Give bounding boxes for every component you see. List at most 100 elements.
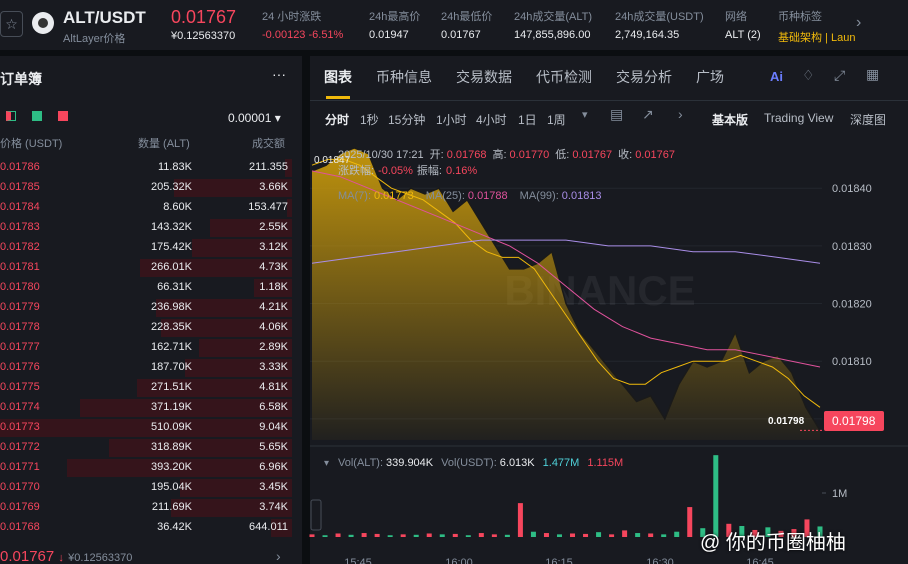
info-label: 振幅: xyxy=(417,163,442,177)
depth-bar xyxy=(109,439,292,457)
volume-bar xyxy=(413,534,419,537)
calendar-icon[interactable]: ▤ xyxy=(610,106,624,122)
ma-label: MA(99): xyxy=(520,190,559,202)
volume-bar xyxy=(491,534,497,537)
favorite[interactable]: ☆ xyxy=(0,11,23,37)
more[interactable]: ··· xyxy=(272,66,286,82)
ask-price[interactable]: 0.01768 xyxy=(0,521,40,533)
ask-price[interactable]: 0.01771 xyxy=(0,461,40,473)
ask-qty: 36.42K xyxy=(157,521,192,533)
depth-bar xyxy=(161,319,292,337)
time-label: 15:45 xyxy=(344,557,372,564)
ask-price[interactable]: 0.01785 xyxy=(0,181,40,193)
ask-price[interactable]: 0.01779 xyxy=(0,301,40,313)
ask-price[interactable]: 0.01769 xyxy=(0,501,40,513)
ask-total: 4.73K xyxy=(259,261,288,273)
view-bids[interactable] xyxy=(32,111,42,121)
ask-price[interactable]: 0.01784 xyxy=(0,201,40,213)
side-handle xyxy=(310,499,322,531)
volume-bar xyxy=(726,523,732,537)
volume-bar xyxy=(335,533,341,537)
depth-bar xyxy=(174,179,292,197)
expand-icon[interactable]: ⤢ xyxy=(834,67,846,83)
tab[interactable]: 交易数据 xyxy=(456,69,512,85)
pair[interactable]: ALT/USDT xyxy=(63,8,146,27)
layout-icon[interactable]: ▦ xyxy=(866,66,880,82)
ask-price[interactable]: 0.01774 xyxy=(0,401,40,413)
ask-price[interactable]: 0.01783 xyxy=(0,221,40,233)
stat-value: 147,855,896.00 xyxy=(514,29,591,41)
volume-bar xyxy=(804,519,810,537)
volume-bar xyxy=(348,534,354,537)
info-label: 低: xyxy=(555,148,569,161)
tab[interactable]: 广场 xyxy=(696,69,724,85)
time-label: 16:15 xyxy=(545,557,573,564)
view[interactable]: 深度图 xyxy=(850,113,887,127)
ask-total: 3.66K xyxy=(259,181,288,193)
view[interactable]: 基本版 xyxy=(712,113,749,127)
volume-bar xyxy=(387,535,393,537)
stat-value: 2,749,164.35 xyxy=(615,29,680,41)
tab[interactable]: 交易分析 xyxy=(616,69,672,85)
interval[interactable]: 15分钟 xyxy=(388,113,426,127)
credit: @ 你的币圈柚柚 xyxy=(700,532,846,554)
ma99-line xyxy=(311,239,821,264)
stat-label: 24h最高价 xyxy=(369,11,421,23)
view[interactable]: Trading View xyxy=(764,111,834,125)
coin-name[interactable]: AltLayer价格 xyxy=(63,33,126,45)
interval[interactable]: 1日 xyxy=(518,113,537,127)
tab[interactable]: 币种信息 xyxy=(376,69,432,85)
ask-qty: 8.60K xyxy=(163,201,192,213)
tab[interactable]: 代币检测 xyxy=(536,69,592,85)
ask-price[interactable]: 0.01776 xyxy=(0,361,40,373)
volume-bar xyxy=(687,507,693,537)
ask-price[interactable]: 0.01778 xyxy=(0,321,40,333)
ask-price[interactable]: 0.01770 xyxy=(0,481,40,493)
vol-value: 6.013K xyxy=(500,457,536,469)
volume-bar xyxy=(374,533,380,537)
ask-price[interactable]: 0.01773 xyxy=(0,421,40,433)
more-arrow[interactable]: › xyxy=(276,548,281,564)
ai-icon[interactable]: Ai xyxy=(770,69,783,84)
stat-label: 24 小时涨跌 xyxy=(262,11,322,23)
interval[interactable]: 1周 xyxy=(547,113,566,127)
tick-size[interactable]: 0.00001 ▾ xyxy=(228,111,281,125)
vol-value: 1.115M xyxy=(587,457,623,469)
vol-label: Vol(ALT): xyxy=(338,457,383,469)
volume-bar xyxy=(661,534,667,537)
ask-total: 3.12K xyxy=(259,241,288,253)
next-icon[interactable]: › xyxy=(678,106,683,122)
time-label: 16:00 xyxy=(445,557,473,564)
ma-value: 0.01813 xyxy=(562,190,602,202)
interval[interactable]: 4小时 xyxy=(476,113,507,127)
volume-bar xyxy=(765,527,771,537)
interval[interactable]: 1小时 xyxy=(436,113,467,127)
ask-price[interactable]: 0.01781 xyxy=(0,261,40,273)
view-asks[interactable] xyxy=(58,111,68,121)
ask-price[interactable]: 0.01786 xyxy=(0,161,40,173)
view-both[interactable] xyxy=(6,111,16,121)
volume-bar xyxy=(713,455,719,537)
volume-bar xyxy=(674,531,680,537)
ask-price[interactable]: 0.01772 xyxy=(0,441,40,453)
dropdown[interactable]: ▾ xyxy=(582,109,588,121)
tab[interactable]: 图表 xyxy=(324,69,352,85)
ask-price[interactable]: 0.01780 xyxy=(0,281,40,293)
stat-label: 币种标签 xyxy=(778,11,822,23)
indicator-icon[interactable]: ↗ xyxy=(642,106,654,122)
ask-price[interactable]: 0.01782 xyxy=(0,241,40,253)
volume-bar xyxy=(752,529,758,537)
ask-total: 6.96K xyxy=(259,461,288,473)
depth-bar xyxy=(271,519,292,537)
info-value: 0.01767 xyxy=(635,149,675,161)
time-label: 16:30 xyxy=(646,557,674,564)
ask-price[interactable]: 0.01777 xyxy=(0,341,40,353)
interval[interactable]: 1秒 xyxy=(360,113,379,127)
ask-qty: 143.32K xyxy=(151,221,192,233)
volume-bar xyxy=(322,535,328,537)
scroll-right[interactable]: › xyxy=(856,14,862,31)
orderbook-title: 订单簿 xyxy=(0,71,42,87)
interval[interactable]: 分时 xyxy=(325,113,350,127)
ask-price[interactable]: 0.01775 xyxy=(0,381,40,393)
bell-icon[interactable]: ♢ xyxy=(802,67,815,83)
